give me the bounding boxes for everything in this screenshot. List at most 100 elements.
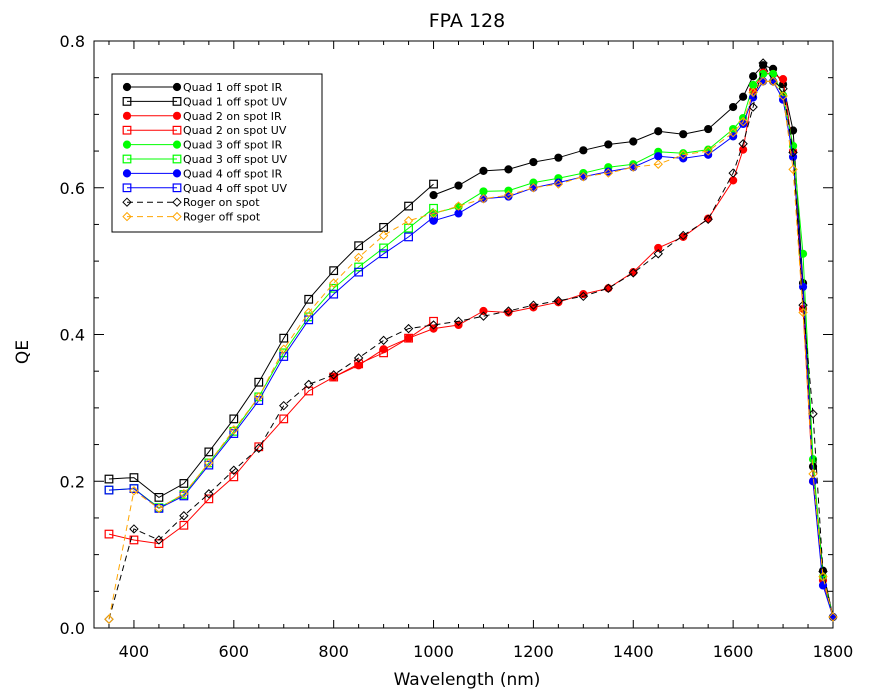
data-point xyxy=(479,187,488,196)
data-point xyxy=(229,414,239,424)
data-point xyxy=(304,386,314,396)
data-point xyxy=(379,348,389,358)
plot-series xyxy=(104,58,838,624)
legend-marker-end xyxy=(172,96,182,106)
legend-marker-end xyxy=(172,82,182,92)
data-point xyxy=(229,472,239,482)
legend-label: Quad 1 off spot IR xyxy=(183,81,283,94)
data-point xyxy=(653,249,663,259)
data-point xyxy=(748,102,758,112)
data-point xyxy=(378,335,389,346)
data-point xyxy=(749,72,758,81)
data-point xyxy=(428,320,439,330)
data-point xyxy=(179,479,189,488)
data-point xyxy=(429,179,438,189)
legend-marker-start xyxy=(122,169,132,178)
data-point xyxy=(703,214,713,225)
data-point xyxy=(403,323,414,334)
data-point xyxy=(254,392,264,402)
data-point xyxy=(304,307,314,318)
legend-marker-start xyxy=(122,211,132,222)
data-point xyxy=(818,571,828,582)
data-point xyxy=(818,566,828,577)
data-point xyxy=(403,216,414,226)
data-point xyxy=(279,333,289,343)
data-point xyxy=(503,306,514,316)
data-point xyxy=(254,443,264,453)
x-tick-label: 1200 xyxy=(513,642,554,661)
data-point xyxy=(479,306,488,316)
data-point xyxy=(254,442,264,452)
data-point xyxy=(453,201,464,211)
series-quad-4-off-spot-ir xyxy=(429,77,838,622)
x-tick-label: 1800 xyxy=(813,642,854,661)
data-point xyxy=(679,130,688,139)
data-point xyxy=(528,300,539,310)
legend-entry: Quad 2 on spot IR xyxy=(122,110,282,123)
data-point xyxy=(554,153,563,162)
data-point xyxy=(378,230,389,241)
x-tick-label: 800 xyxy=(318,642,349,661)
data-point xyxy=(179,520,189,530)
data-point xyxy=(104,485,114,495)
series-line xyxy=(433,64,834,618)
x-axis-label: Wavelength (nm) xyxy=(394,670,541,690)
legend-label: Roger on spot xyxy=(183,196,260,209)
series-quad-2-on-spot-uv xyxy=(104,316,438,549)
data-point xyxy=(204,489,214,499)
legend-marker-end xyxy=(172,211,182,222)
data-point xyxy=(104,614,114,624)
x-tick-label: 400 xyxy=(119,642,150,661)
legend-marker-end xyxy=(172,197,182,207)
data-point xyxy=(748,87,758,98)
y-tick-label: 0.8 xyxy=(60,32,85,51)
data-point xyxy=(808,469,818,479)
data-point xyxy=(354,267,364,277)
data-point xyxy=(729,102,738,112)
y-tick-label: 0.2 xyxy=(60,472,85,491)
data-point xyxy=(129,473,139,482)
data-point xyxy=(204,458,214,468)
y-tick-label: 0.6 xyxy=(60,179,85,198)
data-point xyxy=(703,146,713,156)
series-quad-1-off-spot-uv xyxy=(104,179,438,502)
data-point xyxy=(628,268,638,278)
legend-marker-end xyxy=(172,183,182,193)
legend-marker-end xyxy=(172,140,182,149)
data-point xyxy=(828,612,838,622)
data-point xyxy=(104,474,114,484)
data-point xyxy=(478,311,489,321)
data-point xyxy=(154,535,164,545)
data-point xyxy=(154,503,164,514)
x-tick-label: 1400 xyxy=(613,642,654,661)
legend-marker-start xyxy=(122,111,132,120)
data-point xyxy=(279,400,289,411)
legend-marker-end xyxy=(172,154,182,164)
y-tick-label: 0.0 xyxy=(60,619,85,638)
data-point xyxy=(229,425,239,435)
data-point xyxy=(529,303,538,312)
data-point xyxy=(579,146,588,155)
legend-marker-start xyxy=(122,183,132,193)
legend-entry: Quad 4 off spot IR xyxy=(122,167,283,180)
data-point xyxy=(553,179,564,189)
data-point xyxy=(629,137,638,146)
data-point xyxy=(529,157,538,167)
data-point xyxy=(778,91,788,101)
y-tick-label: 0.4 xyxy=(60,326,85,345)
data-point xyxy=(329,372,339,382)
legend-marker-end xyxy=(172,169,182,178)
data-point xyxy=(739,92,748,101)
data-point xyxy=(353,353,364,363)
data-point xyxy=(328,370,339,380)
data-point xyxy=(798,282,808,291)
data-point xyxy=(453,316,464,326)
legend-marker-end xyxy=(172,125,182,135)
data-point xyxy=(604,284,613,293)
data-point xyxy=(768,76,778,87)
data-point xyxy=(204,460,214,470)
legend-entry: Quad 1 off spot UV xyxy=(122,95,287,108)
data-point xyxy=(229,465,239,475)
data-point xyxy=(304,379,314,390)
data-point xyxy=(653,159,663,169)
